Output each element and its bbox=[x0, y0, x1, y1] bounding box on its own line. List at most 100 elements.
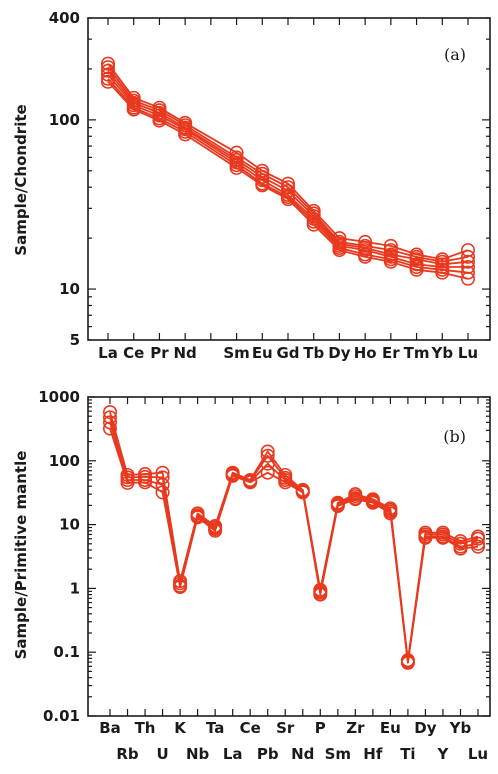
panel-a-y-tick-label: 10 bbox=[59, 280, 80, 298]
panel-b-data-point bbox=[295, 485, 310, 500]
panel-b-series-line bbox=[109, 411, 479, 662]
panel-a: (a) Sample/Chondrite 5 10 100 400 La Ce Pr Nd Sm… bbox=[12, 9, 491, 362]
panel-b-x-category-label: Ta bbox=[206, 719, 224, 737]
panel-b-data-point bbox=[278, 475, 293, 490]
panel-b-data-point bbox=[330, 499, 345, 514]
panel-b-data-point bbox=[418, 530, 433, 545]
panel-b-x-category-label: Dy bbox=[414, 719, 436, 737]
panel-a-x-category-label: Sm bbox=[223, 344, 249, 362]
panel-b-series-line bbox=[109, 428, 479, 664]
panel-b-y-axis-title: Sample/Primitive mantle bbox=[12, 451, 30, 660]
panel-b-frame bbox=[87, 396, 491, 717]
panel-a-x-category-label: Yb bbox=[430, 344, 453, 362]
panel-a-x-category-label: Eu bbox=[252, 344, 273, 362]
panel-b-y-tick-label: 100 bbox=[49, 452, 80, 470]
panel-b-x-category-label: Y bbox=[437, 745, 450, 763]
panel-a-data-point bbox=[460, 265, 475, 280]
panel-b-data-point bbox=[103, 421, 118, 436]
panel-b-x-category-label: Zr bbox=[346, 719, 365, 737]
panel-a-y-tick-label: 5 bbox=[70, 331, 80, 349]
panel-a-y-axis-title: Sample/Chondrite bbox=[12, 104, 30, 255]
panel-a-series-line bbox=[107, 63, 469, 261]
panel-b-x-category-label: Eu bbox=[380, 719, 401, 737]
panel-b-data-point bbox=[138, 475, 153, 490]
panel-a-data-point bbox=[280, 192, 295, 207]
panel-a-data-point bbox=[101, 63, 116, 78]
panel-a-x-category-label: Dy bbox=[328, 344, 350, 362]
panel-b-label: (b) bbox=[443, 427, 466, 446]
panel-b-x-category-label: Rb bbox=[116, 745, 139, 763]
panel-a-series-line bbox=[107, 66, 469, 263]
panel-a-series-line bbox=[107, 70, 469, 266]
panel-b-y-tick-label: 1000 bbox=[38, 388, 80, 406]
panel-a-data-point bbox=[460, 249, 475, 264]
panel-b-x-category-label: P bbox=[315, 719, 326, 737]
panel-a-data-point bbox=[178, 127, 193, 142]
panel-b-x-category-label: Sm bbox=[325, 745, 351, 763]
panel-b-data-point bbox=[470, 539, 485, 554]
panel-b-data-point bbox=[155, 477, 170, 492]
panel-b-data-point bbox=[173, 580, 188, 595]
panel-b-data-point bbox=[208, 523, 223, 538]
panel-a-x-category-label: Nd bbox=[173, 344, 196, 362]
panel-b-y-tick-label: 0.1 bbox=[53, 643, 80, 661]
panel-b-data-point bbox=[453, 541, 468, 556]
panel-b-series bbox=[103, 405, 485, 670]
panel-a-data-point bbox=[460, 271, 475, 286]
panel-a-series-line bbox=[107, 74, 468, 268]
panel-a-x-category-label: Tm bbox=[404, 344, 430, 362]
panel-b-x-category-label: Ti bbox=[400, 745, 415, 763]
panel-a-data-point bbox=[435, 265, 450, 280]
panel-a-x-category-label: Ce bbox=[123, 344, 144, 362]
panel-a-data-point bbox=[358, 249, 373, 264]
panel-a-data-point bbox=[255, 178, 270, 193]
panel-a-x-category-label: Lu bbox=[458, 344, 478, 362]
panel-b-data-point bbox=[103, 415, 118, 430]
panel-b-data-point bbox=[155, 485, 170, 500]
panel-b-data-point bbox=[120, 475, 135, 490]
panel-b-x-category-label: Yb bbox=[449, 719, 472, 737]
panel-b-x-category-label: Hf bbox=[363, 745, 383, 763]
panel-a-data-point bbox=[409, 252, 424, 267]
panel-a-series-line bbox=[107, 81, 469, 280]
panel-b-x-category-label: Ce bbox=[240, 719, 261, 737]
panel-a-data-point bbox=[332, 243, 347, 258]
panel-a-ticks: 5 10 100 400 La Ce Pr Nd Sm Eu Gd Tb Dy Ho Er Tm Yb Lu bbox=[49, 9, 490, 362]
panel-b-data-point bbox=[348, 492, 363, 507]
panel-b-data-point bbox=[313, 587, 328, 602]
panel-b-y-tick-label: 10 bbox=[59, 516, 80, 534]
panel-b-data-point bbox=[400, 655, 415, 670]
panel-b-x-category-label: Ba bbox=[99, 719, 121, 737]
panel-b: (b) Sample/Primitive mantle 0.01 0.1 1 10 10… bbox=[12, 388, 491, 763]
panel-b-x-category-label: Sr bbox=[276, 719, 295, 737]
panel-b-x-category-label: Nd bbox=[291, 745, 314, 763]
panel-a-x-category-label: La bbox=[98, 344, 118, 362]
panel-b-data-point bbox=[260, 465, 275, 480]
panel-b-data-point bbox=[155, 470, 170, 485]
panel-b-x-category-label: Lu bbox=[468, 745, 488, 763]
panel-a-data-point bbox=[152, 113, 167, 128]
panel-a-data-point bbox=[229, 160, 244, 175]
panel-b-data-point bbox=[383, 506, 398, 521]
panel-a-data-point bbox=[101, 67, 116, 82]
panel-a-x-category-label: Tb bbox=[303, 344, 324, 362]
panel-a-y-tick-label: 100 bbox=[49, 111, 80, 129]
panel-a-y-tick-label: 400 bbox=[49, 9, 80, 27]
panel-b-data-point bbox=[365, 495, 380, 510]
panel-a-frame bbox=[87, 17, 491, 341]
panel-b-data-point bbox=[260, 456, 275, 471]
panel-b-data-point bbox=[435, 530, 450, 545]
panel-b-x-category-label: U bbox=[156, 745, 168, 763]
panel-a-data-point bbox=[383, 238, 398, 253]
panel-b-x-category-label: K bbox=[174, 719, 187, 737]
panel-b-data-point bbox=[225, 468, 240, 483]
panel-b-x-category-label: Pb bbox=[257, 745, 279, 763]
panel-b-x-category-label: Nb bbox=[186, 745, 210, 763]
panel-a-label: (a) bbox=[444, 45, 466, 64]
panel-a-data-point bbox=[460, 254, 475, 269]
panel-b-data-point bbox=[470, 531, 485, 546]
panel-a-x-category-label: Pr bbox=[150, 344, 169, 362]
panel-a-data-point bbox=[306, 217, 321, 232]
